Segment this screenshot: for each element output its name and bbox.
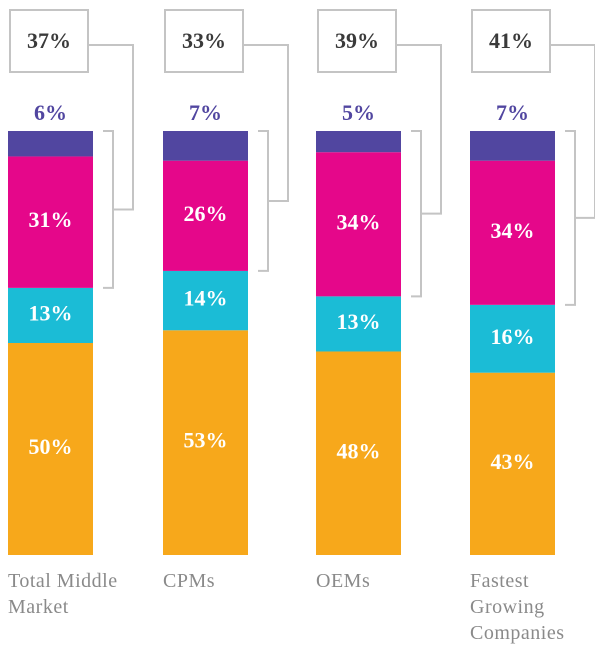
value-label: 50%	[29, 434, 73, 459]
bar-segment	[316, 152, 401, 297]
category-label: Fastest Growing Companies	[470, 570, 565, 644]
value-label: 53%	[184, 428, 228, 453]
bar-segment	[163, 131, 248, 161]
bar-segment	[163, 330, 248, 555]
total-label: 37%	[27, 28, 71, 53]
bar-segment	[316, 351, 401, 555]
value-label: 16%	[491, 324, 535, 349]
value-label: 6%	[34, 100, 67, 125]
value-label: 13%	[29, 300, 73, 325]
value-label: 31%	[29, 207, 73, 232]
category-label: OEMs	[316, 570, 371, 592]
total-label: 39%	[335, 28, 379, 53]
category-label: Total Middle Market	[8, 570, 118, 618]
bar-segment	[316, 131, 401, 153]
bar-segment	[8, 156, 93, 288]
bar-segment	[470, 304, 555, 373]
value-label: 14%	[184, 286, 228, 311]
total-label: 41%	[489, 28, 533, 53]
value-label: 7%	[189, 100, 222, 125]
total-box	[9, 9, 89, 73]
bar-segment	[470, 372, 555, 555]
total-box	[471, 9, 551, 73]
total-label: 33%	[182, 28, 226, 53]
bracket	[258, 130, 269, 272]
bracket	[411, 130, 422, 298]
value-label: 34%	[337, 209, 381, 234]
bar-segment	[470, 131, 555, 161]
bar-segment	[8, 343, 93, 555]
bar-segment	[163, 160, 248, 271]
value-label: 5%	[342, 100, 375, 125]
bracket	[565, 130, 576, 306]
connector	[550, 44, 595, 219]
category-label: CPMs	[163, 570, 216, 592]
bar-segment	[470, 160, 555, 305]
value-label: 13%	[337, 309, 381, 334]
connector	[396, 44, 442, 215]
value-label: 7%	[496, 100, 529, 125]
connector	[243, 44, 289, 202]
total-box	[317, 9, 397, 73]
total-box	[164, 9, 244, 73]
bar-segment	[8, 287, 93, 343]
bar-segment	[8, 131, 93, 157]
connector	[88, 44, 134, 211]
value-label: 48%	[337, 438, 381, 463]
value-label: 43%	[491, 449, 535, 474]
bar-segment	[163, 270, 248, 331]
value-label: 26%	[184, 201, 228, 226]
bar-segment	[316, 296, 401, 352]
bracket	[103, 130, 114, 289]
value-label: 34%	[491, 218, 535, 243]
